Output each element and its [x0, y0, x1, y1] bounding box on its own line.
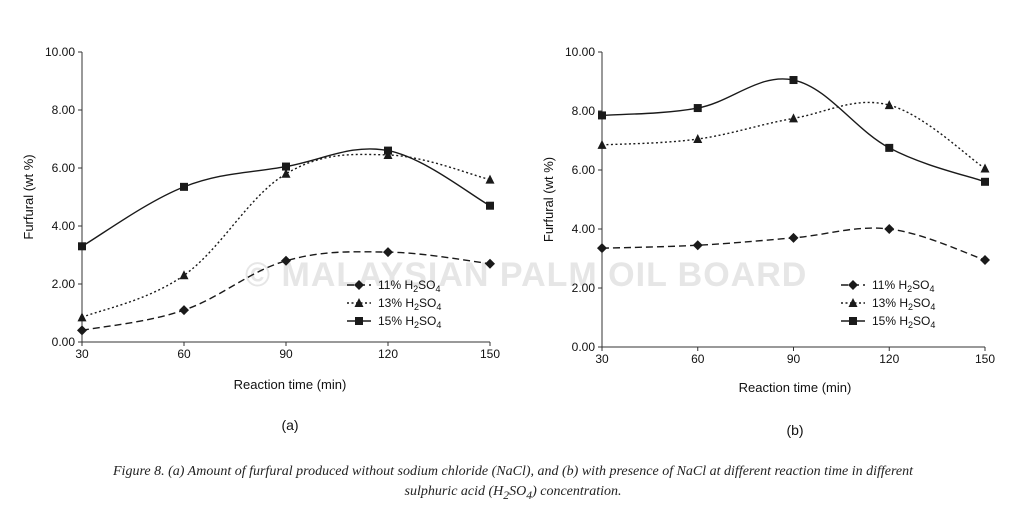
data-point-square	[885, 143, 894, 152]
data-point-diamond	[692, 240, 703, 251]
data-point-square	[180, 182, 188, 191]
series-line-dotted	[81, 153, 491, 318]
figure-canvas: © MALAYSIAN PALM OIL BOARD 0.00 2.00 4.00 6…	[21, 45, 995, 438]
data-point-triangle	[597, 139, 607, 149]
data-point-square	[486, 201, 494, 210]
data-point-triangle	[281, 168, 291, 178]
y-tick-label: 6.00	[572, 163, 596, 177]
legend-label: 11% H2SO4	[872, 278, 935, 294]
panel-label: (b)	[786, 422, 803, 438]
y-tick-label: 8.00	[52, 103, 76, 117]
x-tick-label: 90	[787, 352, 801, 366]
y-tick-label: 10.00	[45, 45, 75, 59]
y-tick-label: 10.00	[565, 45, 595, 59]
data-point-diamond	[383, 247, 393, 258]
y-tick-label: 2.00	[52, 277, 76, 291]
data-point-triangle	[77, 312, 87, 322]
x-axis-title: Reaction time (min)	[234, 377, 347, 392]
legend-marker-diamond	[354, 280, 364, 290]
data-point-square	[78, 242, 86, 251]
x-tick-label: 60	[177, 347, 191, 361]
legend-marker-square	[849, 317, 857, 325]
y-tick-label: 4.00	[572, 222, 596, 236]
legend-marker-diamond	[848, 280, 858, 290]
data-point-triangle	[980, 163, 990, 173]
x-tick-label: 30	[595, 352, 609, 366]
y-axis-title: Furfural (wt %)	[21, 154, 36, 239]
caption-sub-2: 2	[503, 488, 510, 502]
data-point-triangle	[693, 134, 703, 144]
legend-label: 11% H2SO4	[378, 278, 441, 294]
x-tick-label: 90	[279, 347, 293, 361]
data-point-square	[598, 111, 606, 120]
x-axis-title: Reaction time (min)	[739, 380, 852, 395]
legend-label: 15% H2SO4	[872, 314, 935, 330]
x-tick-label: 150	[975, 352, 995, 366]
data-point-diamond	[77, 325, 87, 336]
caption-line-2-end: ) concentration.	[532, 484, 622, 499]
legend-label: 13% H2SO4	[872, 296, 935, 312]
y-tick-label: 6.00	[52, 161, 76, 175]
y-tick-label: 4.00	[52, 219, 76, 233]
series-line-dashed	[81, 251, 491, 332]
legend-marker-triangle	[848, 298, 858, 307]
panel-label: (a)	[281, 417, 298, 433]
x-tick-label: 120	[879, 352, 899, 366]
y-axis-title: Furfural (wt %)	[541, 157, 556, 242]
caption-sub-4: 4	[526, 488, 533, 502]
x-tick-label: 60	[691, 352, 705, 366]
chart-b: 0.00 2.00 4.00 6.00 8.00 10.00 30 60 90 120 150 Rea…	[541, 45, 995, 438]
series-line-solid	[601, 78, 986, 183]
data-point-square	[981, 177, 989, 186]
caption-line-2-start: sulphuric acid (H	[404, 484, 504, 499]
data-point-diamond	[884, 224, 895, 234]
y-tick-label: 0.00	[572, 340, 596, 354]
chart-a: 0.00 2.00 4.00 6.00 8.00 10.00 30 60 90 120 150 Rea…	[21, 45, 500, 433]
data-point-square	[384, 146, 392, 155]
y-tick-label: 8.00	[572, 104, 596, 118]
data-point-diamond	[485, 258, 495, 269]
data-point-triangle	[179, 270, 189, 280]
data-point-diamond	[597, 243, 607, 254]
data-point-diamond	[980, 254, 990, 265]
caption-line-1: Figure 8. (a) Amount of furfural produce…	[113, 464, 913, 479]
legend-marker-square	[355, 317, 363, 325]
caption-line-2-mid: SO	[509, 484, 527, 499]
data-point-square	[789, 76, 798, 85]
watermark-text: © MALAYSIAN PALM OIL BOARD	[245, 256, 807, 294]
data-point-diamond	[179, 305, 189, 316]
y-tick-label: 0.00	[52, 335, 76, 349]
x-tick-label: 150	[480, 347, 500, 361]
data-point-triangle	[884, 100, 894, 110]
data-point-triangle	[485, 174, 495, 184]
y-tick-label: 2.00	[572, 281, 596, 295]
data-point-triangle	[789, 113, 798, 123]
x-tick-label: 30	[75, 347, 89, 361]
legend-label: 13% H2SO4	[378, 296, 441, 312]
legend-label: 15% H2SO4	[378, 314, 441, 330]
data-point-square	[282, 162, 290, 171]
legend-marker-triangle	[354, 298, 364, 307]
data-point-diamond	[788, 232, 799, 243]
figure-caption: Figure 8. (a) Amount of furfural produce…	[20, 462, 1006, 506]
data-point-diamond	[281, 255, 291, 266]
x-tick-label: 120	[378, 347, 398, 361]
data-point-square	[693, 104, 702, 113]
